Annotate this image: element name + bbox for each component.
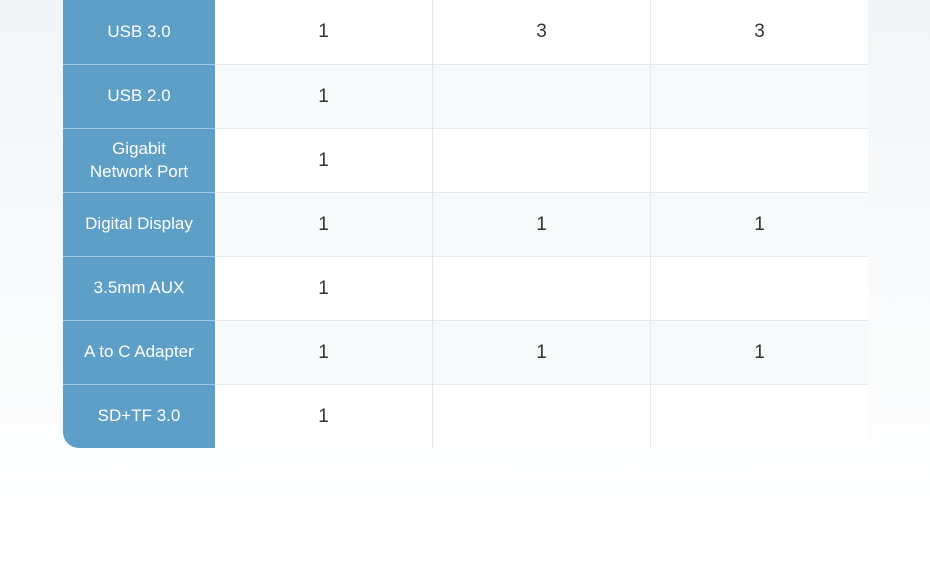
cell bbox=[651, 384, 868, 448]
row-cells: 1 bbox=[215, 384, 868, 448]
cell: 1 bbox=[215, 64, 433, 128]
row-header: SD+TF 3.0 bbox=[63, 384, 215, 448]
cell: 1 bbox=[651, 320, 868, 384]
table-row: USB 2.0 1 bbox=[63, 64, 868, 128]
row-cells: 1 1 1 bbox=[215, 192, 868, 256]
cell: 1 bbox=[215, 0, 433, 64]
row-header: GigabitNetwork Port bbox=[63, 128, 215, 192]
table-row: GigabitNetwork Port 1 bbox=[63, 128, 868, 192]
cell: 3 bbox=[433, 0, 651, 64]
cell bbox=[651, 256, 868, 320]
cell: 1 bbox=[215, 128, 433, 192]
spec-table: USB 3.0 1 3 3 USB 2.0 1 GigabitNetwork P… bbox=[63, 0, 868, 448]
row-cells: 1 bbox=[215, 64, 868, 128]
row-cells: 1 1 1 bbox=[215, 320, 868, 384]
row-cells: 1 3 3 bbox=[215, 0, 868, 64]
cell: 1 bbox=[215, 384, 433, 448]
table-row: USB 3.0 1 3 3 bbox=[63, 0, 868, 64]
cell bbox=[433, 128, 651, 192]
table-row: A to C Adapter 1 1 1 bbox=[63, 320, 868, 384]
row-cells: 1 bbox=[215, 256, 868, 320]
cell bbox=[651, 64, 868, 128]
table-row: SD+TF 3.0 1 bbox=[63, 384, 868, 448]
cell bbox=[433, 64, 651, 128]
row-header: 3.5mm AUX bbox=[63, 256, 215, 320]
row-header: A to C Adapter bbox=[63, 320, 215, 384]
cell: 1 bbox=[215, 256, 433, 320]
cell: 1 bbox=[433, 192, 651, 256]
cell bbox=[433, 256, 651, 320]
cell bbox=[433, 384, 651, 448]
cell: 1 bbox=[651, 192, 868, 256]
row-cells: 1 bbox=[215, 128, 868, 192]
row-header: Digital Display bbox=[63, 192, 215, 256]
cell bbox=[651, 128, 868, 192]
table-row: Digital Display 1 1 1 bbox=[63, 192, 868, 256]
row-header: USB 3.0 bbox=[63, 0, 215, 64]
table-row: 3.5mm AUX 1 bbox=[63, 256, 868, 320]
cell: 1 bbox=[215, 192, 433, 256]
cell: 1 bbox=[433, 320, 651, 384]
cell: 1 bbox=[215, 320, 433, 384]
row-header: USB 2.0 bbox=[63, 64, 215, 128]
cell: 3 bbox=[651, 0, 868, 64]
